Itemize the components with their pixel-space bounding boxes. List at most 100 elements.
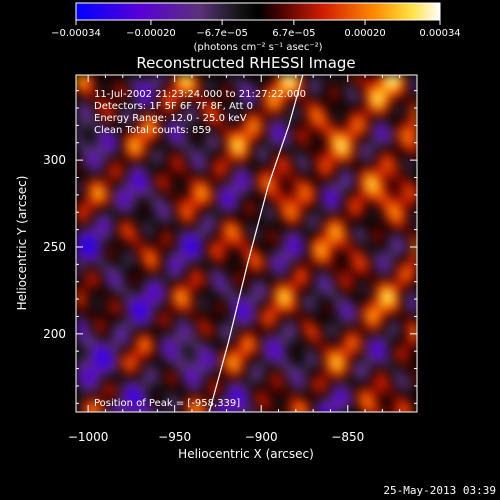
heatmap-cell <box>262 213 269 220</box>
heatmap-cell <box>94 123 101 130</box>
heatmap-cell <box>316 381 323 388</box>
heatmap-cell <box>148 393 155 400</box>
heatmap-cell <box>382 387 389 394</box>
heatmap-cell <box>232 255 239 262</box>
heatmap-cell <box>166 309 173 316</box>
heatmap-cell <box>244 123 251 130</box>
heatmap-cell <box>298 219 305 226</box>
heatmap-cell <box>328 393 335 400</box>
heatmap-cell <box>184 297 191 304</box>
heatmap-cell <box>298 165 305 172</box>
heatmap-cell <box>268 255 275 262</box>
heatmap-cell <box>220 381 227 388</box>
heatmap-cell <box>190 291 197 298</box>
heatmap-cell <box>130 189 137 196</box>
heatmap-cell <box>220 93 227 100</box>
heatmap-cell <box>202 147 209 154</box>
heatmap-cell <box>178 369 185 376</box>
heatmap-cell <box>328 207 335 214</box>
heatmap-cell <box>124 225 131 232</box>
heatmap-cell <box>106 333 113 340</box>
heatmap-cell <box>400 135 407 142</box>
heatmap-cell <box>346 249 353 256</box>
heatmap-cell <box>364 255 371 262</box>
heatmap-cell <box>238 117 245 124</box>
heatmap-cell <box>322 189 329 196</box>
heatmap-cell <box>352 327 359 334</box>
heatmap-cell <box>178 165 185 172</box>
heatmap-cell <box>286 225 293 232</box>
heatmap-cell <box>280 339 287 346</box>
heatmap-cell <box>382 327 389 334</box>
heatmap-cell <box>190 309 197 316</box>
heatmap-cell <box>370 381 377 388</box>
heatmap-cell <box>106 321 113 328</box>
heatmap-cell <box>172 321 179 328</box>
heatmap-cell <box>280 255 287 262</box>
heatmap-cell <box>76 285 83 292</box>
heatmap-cell <box>142 147 149 154</box>
heatmap-cell <box>178 147 185 154</box>
heatmap-cell <box>196 117 203 124</box>
heatmap-cell <box>412 393 417 400</box>
heatmap-cell <box>208 207 215 214</box>
heatmap-cell <box>154 291 161 298</box>
heatmap-cell <box>394 297 401 304</box>
heatmap-cell <box>412 327 417 334</box>
heatmap-cell <box>238 129 245 136</box>
heatmap-cell <box>394 279 401 286</box>
heatmap-cell <box>238 351 245 358</box>
heatmap-cell <box>142 165 149 172</box>
heatmap-cell <box>250 207 257 214</box>
heatmap-cell <box>76 321 83 328</box>
heatmap-cell <box>208 261 215 268</box>
heatmap-cell <box>310 297 317 304</box>
heatmap-cell <box>370 201 377 208</box>
heatmap-cell <box>106 87 113 94</box>
heatmap-cell <box>376 339 383 346</box>
heatmap-cell <box>244 75 251 82</box>
heatmap-cell <box>136 99 143 106</box>
heatmap-cell <box>178 327 185 334</box>
heatmap-cell <box>100 135 107 142</box>
heatmap-cell <box>310 375 317 382</box>
heatmap-cell <box>358 135 365 142</box>
heatmap-cell <box>364 93 371 100</box>
heatmap-cell <box>388 207 395 214</box>
heatmap-cell <box>136 165 143 172</box>
heatmap-cell <box>400 255 407 262</box>
heatmap-cell <box>268 189 275 196</box>
heatmap-cell <box>208 351 215 358</box>
heatmap-cell <box>196 321 203 328</box>
heatmap-cell <box>172 153 179 160</box>
heatmap-cell <box>346 81 353 88</box>
heatmap-cell <box>346 309 353 316</box>
heatmap-cell <box>106 207 113 214</box>
heatmap-cell <box>304 249 311 256</box>
heatmap-cell <box>358 261 365 268</box>
heatmap-cell <box>256 207 263 214</box>
heatmap-cell <box>412 93 417 100</box>
heatmap-cell <box>220 327 227 334</box>
heatmap-cell <box>136 207 143 214</box>
heatmap-cell <box>190 393 197 400</box>
heatmap-cell <box>412 111 417 118</box>
heatmap-cell <box>130 219 137 226</box>
heatmap-cell <box>166 255 173 262</box>
heatmap-cell <box>124 393 131 400</box>
heatmap-cell <box>154 183 161 190</box>
heatmap-cell <box>142 381 149 388</box>
heatmap-cell <box>82 201 89 208</box>
heatmap-cell <box>142 177 149 184</box>
heatmap-cell <box>262 237 269 244</box>
heatmap-cell <box>352 213 359 220</box>
heatmap-cell <box>220 117 227 124</box>
heatmap-cell <box>316 267 323 274</box>
heatmap-cell <box>106 99 113 106</box>
heatmap-cell <box>298 111 305 118</box>
heatmap-cell <box>256 279 263 286</box>
heatmap-cell <box>190 117 197 124</box>
heatmap-cell <box>220 225 227 232</box>
heatmap-cell <box>112 399 119 406</box>
heatmap-cell <box>214 351 221 358</box>
